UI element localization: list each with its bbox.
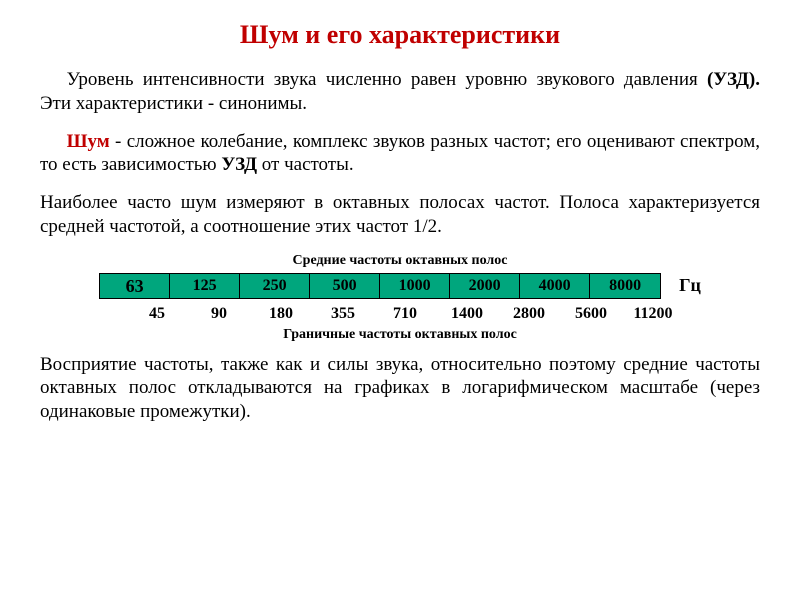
p2-uzd: УЗД [221, 154, 257, 175]
mid-freq-label: Средние частоты октавных полос [40, 253, 760, 269]
bound-freq-cell: 2800 [498, 305, 560, 323]
page-title: Шум и его характеристики [40, 20, 760, 50]
bound-freq-cell: 1400 [436, 305, 498, 323]
mid-freq-cell: 1000 [380, 274, 450, 298]
bound-freq-cell: 180 [250, 305, 312, 323]
mid-freq-cell: 250 [240, 274, 310, 298]
mid-freq-cell: 4000 [520, 274, 590, 298]
mid-freq-cell: 500 [310, 274, 380, 298]
paragraph-4: Восприятие частоты, также как и силы зву… [40, 353, 760, 424]
bound-freq-row: 45 90 180 355 710 1400 2800 5600 11200 [40, 305, 760, 323]
bound-freq-cell: 355 [312, 305, 374, 323]
mid-freq-cell: 125 [170, 274, 240, 298]
mid-freq-table: 63 125 250 500 1000 2000 4000 8000 Гц [40, 273, 760, 299]
mid-freq-cell: 8000 [590, 274, 660, 298]
p1-suffix: Эти характеристики - синонимы. [40, 93, 307, 114]
bound-freq-cell: 90 [188, 305, 250, 323]
p2-body2: от частоты. [257, 154, 354, 175]
paragraph-3: Наиболее часто шум измеряют в октавных п… [40, 191, 760, 239]
bound-freq-label: Граничные частоты октавных полос [40, 327, 760, 343]
bound-freq-cell: 45 [126, 305, 188, 323]
bound-freq-cell: 5600 [560, 305, 622, 323]
p2-body1: - сложное колебание, комплекс звуков раз… [40, 131, 760, 176]
bound-freq-cell: 11200 [622, 305, 684, 323]
p2-term: Шум [67, 131, 110, 152]
hz-unit: Гц [679, 275, 701, 296]
mid-freq-row: 63 125 250 500 1000 2000 4000 8000 [99, 273, 661, 299]
p1-acronym: (УЗД). [707, 69, 760, 90]
mid-freq-cell: 63 [100, 274, 170, 298]
paragraph-2: Шум - сложное колебание, комплекс звуков… [40, 130, 760, 178]
mid-freq-cell: 2000 [450, 274, 520, 298]
p1-prefix: Уровень интенсивности звука численно рав… [67, 69, 707, 90]
paragraph-1: Уровень интенсивности звука численно рав… [40, 68, 760, 116]
bound-freq-cell: 710 [374, 305, 436, 323]
